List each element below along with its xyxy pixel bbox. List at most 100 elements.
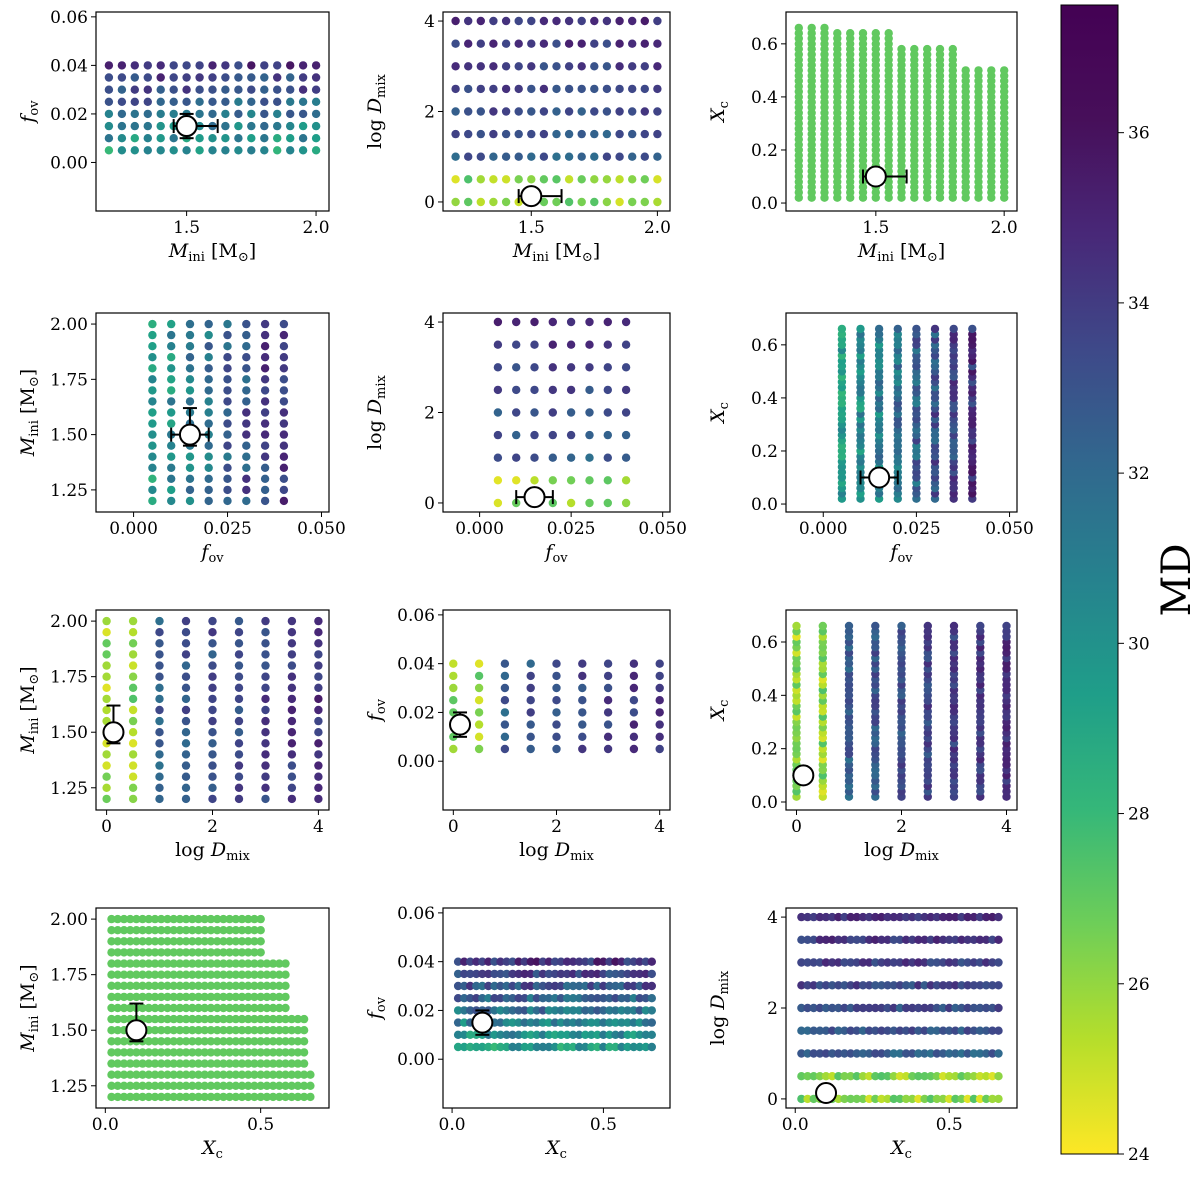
model-point — [615, 175, 624, 184]
model-point — [514, 1030, 523, 1040]
model-point — [920, 1094, 929, 1104]
model-point — [143, 134, 152, 143]
x-tick-label: 0.025 — [547, 519, 596, 539]
model-point — [963, 981, 972, 990]
model-point — [975, 1026, 985, 1035]
model-point — [132, 992, 141, 1002]
model-point — [150, 992, 160, 1002]
model-point — [107, 1003, 116, 1013]
model-point — [514, 1006, 523, 1015]
model-point — [287, 672, 297, 681]
model-point — [200, 1003, 209, 1013]
model-point — [113, 1003, 122, 1013]
model-point — [107, 1026, 116, 1035]
model-point — [809, 1026, 818, 1035]
model-point — [169, 914, 178, 924]
model-point — [797, 1049, 806, 1058]
model-point — [219, 1037, 228, 1046]
model-point — [945, 981, 954, 990]
x-tick-label: 0 — [101, 817, 112, 837]
model-point — [932, 935, 942, 944]
model-point — [476, 62, 485, 71]
model-point — [852, 1049, 861, 1058]
model-point — [532, 1030, 541, 1040]
model-point — [544, 957, 554, 966]
model-point — [502, 1030, 511, 1040]
model-point — [501, 197, 511, 207]
model-point — [113, 981, 122, 990]
model-point — [119, 1059, 129, 1068]
model-point — [175, 981, 185, 990]
model-point — [234, 672, 244, 681]
model-point — [148, 319, 157, 329]
model-point — [219, 959, 228, 968]
model-point — [910, 44, 919, 54]
x-axis-label: log Dmix — [864, 839, 939, 864]
model-point — [206, 948, 216, 957]
model-point — [530, 385, 539, 395]
model-point — [234, 97, 243, 107]
model-point — [119, 1048, 129, 1057]
y-tick-label: 1.75 — [50, 966, 88, 986]
model-point — [185, 463, 195, 472]
model-point — [617, 994, 626, 1003]
model-point — [472, 981, 481, 991]
model-point — [603, 708, 613, 717]
model-point — [234, 639, 244, 648]
model-point — [575, 1030, 584, 1040]
model-point — [460, 1030, 469, 1040]
model-point — [969, 1003, 979, 1013]
model-point — [200, 1059, 209, 1068]
model-point — [951, 935, 960, 944]
model-point — [562, 981, 572, 991]
model-point — [117, 73, 127, 82]
model-point — [577, 152, 586, 161]
model-point — [188, 1037, 197, 1046]
model-point — [175, 1081, 185, 1091]
model-point — [520, 1030, 529, 1040]
model-point — [653, 129, 662, 139]
model-point — [219, 926, 228, 935]
model-point — [223, 474, 232, 483]
model-point — [275, 992, 284, 1002]
model-point — [225, 981, 234, 990]
axes-frame — [95, 11, 330, 212]
model-point — [846, 958, 855, 967]
model-point — [208, 616, 217, 626]
model-point — [988, 1003, 997, 1013]
model-point — [306, 1092, 315, 1102]
model-point — [132, 1059, 141, 1068]
model-point — [930, 324, 940, 334]
model-point — [237, 959, 247, 968]
model-point — [175, 937, 185, 946]
model-point — [602, 129, 612, 139]
model-point — [188, 981, 197, 990]
colorbar-gradient — [1060, 4, 1119, 1155]
model-point — [834, 912, 843, 922]
model-point — [260, 353, 270, 362]
model-point — [143, 97, 152, 107]
model-point — [539, 62, 549, 71]
model-point — [466, 994, 475, 1003]
model-point — [877, 981, 886, 990]
model-point — [617, 957, 626, 966]
model-point — [530, 408, 539, 417]
model-point — [621, 363, 631, 372]
model-point — [539, 39, 549, 48]
model-point — [279, 463, 289, 472]
model-point — [231, 937, 240, 946]
model-point — [250, 1070, 259, 1079]
model-point — [298, 73, 308, 82]
model-point — [181, 728, 191, 737]
model-point — [250, 981, 259, 990]
model-point — [871, 1049, 880, 1058]
model-point — [593, 1006, 602, 1015]
model-point — [526, 1030, 535, 1040]
model-point — [478, 994, 487, 1003]
model-point — [242, 496, 251, 506]
model-point — [148, 364, 157, 373]
model-point — [260, 386, 270, 395]
model-point — [538, 957, 548, 966]
